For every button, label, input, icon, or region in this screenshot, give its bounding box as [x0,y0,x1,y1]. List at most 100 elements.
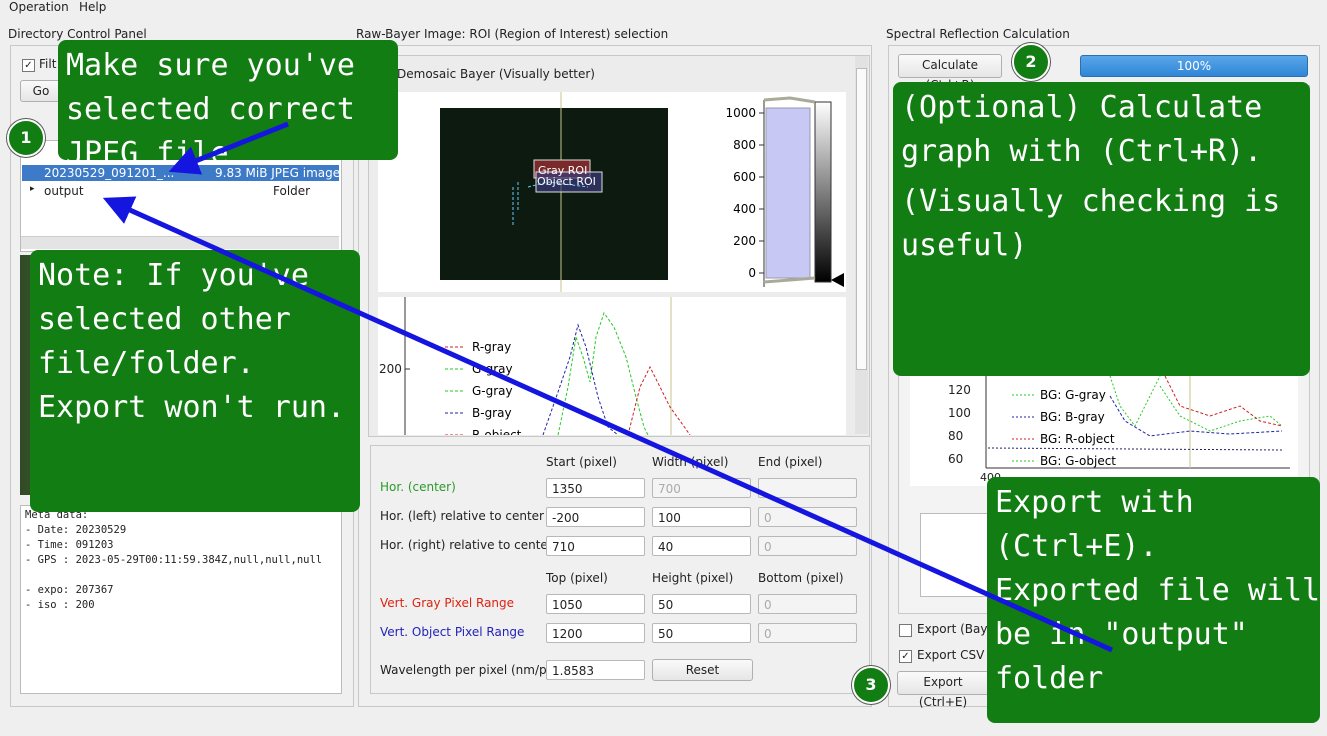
metadata-line: - expo: 207367 [25,584,114,596]
metadata-box [20,505,342,694]
step-badge: 2 [1012,43,1050,81]
spin-box[interactable]: 50 [652,623,751,643]
spin-box[interactable]: 1.8583 [546,660,645,680]
hist-bracket [763,96,816,284]
metadata: Meta data: - Date: 20230529 - Time: 091203… [25,508,322,613]
callout-line: Make sure you've [66,48,355,83]
metadata-line: - GPS : 2023-05-29T00:11:59.384Z,null,nu… [25,554,323,566]
roi-label: Object ROI [537,175,596,188]
row-label: Vert. Object Pixel Range [380,625,525,639]
checkbox-label: Export (Baye [917,622,995,636]
spin-box[interactable]: 1350 [546,478,645,498]
callout: (Optional) Calculate graph with (Ctrl+R).… [893,82,1310,376]
callout-line: selected correct [66,92,355,127]
tick-label: 80 [948,429,964,443]
tick-label: 200 [379,362,402,376]
scrollbar[interactable] [21,236,339,249]
roi-label: Gray ROI [538,164,588,177]
gradient-bar [814,101,832,283]
tick-label: 200 [733,234,756,248]
spin-box: 0 [758,623,857,643]
file-info: 9.83 MiB JPEG image [215,166,341,180]
callout-line: useful) [901,228,1028,263]
image-view: 1000 800 600 400 200 0 [378,92,846,292]
panel-title: Directory Control Panel [8,27,147,41]
spin-box[interactable]: 100 [652,507,751,527]
spin-box [758,478,857,498]
spin-box[interactable]: 1050 [546,594,645,614]
legend: BG: G-gray BG: B-gray BG: R-object BG: G-ob… [1012,388,1116,468]
tick-label: 800 [733,138,756,152]
row-label: Wavelength per pixel (nm/px) [380,663,559,677]
column-header: Start (pixel) [546,455,617,469]
metadata-line: - Date: 20230529 [25,524,127,536]
metadata-line: - iso : 200 [25,599,95,611]
tick-label: 60 [948,452,964,466]
callout-line: folder [995,661,1104,696]
panel-title: Raw-Bayer Image: ROI (Region of Interest… [356,27,669,41]
panel-title: Spectral Reflection Calculation [886,27,1070,41]
tick-label: 1000 [725,106,756,120]
column-header: Top (pixel) [546,571,608,585]
tick-label: 0 [748,266,756,280]
spin-box[interactable]: 710 [546,536,645,556]
checkbox-label: Filt [39,57,57,71]
checkbox-label: Demosaic Bayer (Visually better) [397,67,595,81]
menu-item[interactable]: Help [79,0,107,14]
row-label: Hor. (right) relative to center [380,538,553,552]
export-button[interactable]: Export (Ctrl+E) [897,671,989,709]
legend-label: G-gray [472,384,513,398]
callout-line: be in "output" [995,617,1248,652]
object-roi[interactable] [535,171,603,193]
menu-item[interactable]: Operation [9,0,69,14]
reset-button[interactable]: Reset [652,659,753,681]
expander[interactable]: ▸ [30,184,35,194]
checkbox[interactable] [899,624,912,637]
legend-label: R-gray [472,340,511,354]
curve [557,311,649,435]
legend-label: B-gray [472,406,512,420]
spin-box[interactable]: -200 [546,507,645,527]
legend-label: BG: R-object [1040,432,1115,446]
callout-line: Note: If you've [38,258,309,293]
legend-label: BG: B-gray [1040,410,1105,424]
spin-box: 0 [758,536,857,556]
tick-label: 120 [948,383,971,397]
scrollbar[interactable] [855,56,868,434]
column-header: Height (pixel) [652,571,734,585]
file-name[interactable]: 20230529_091201_... [44,166,175,180]
callout: Make sure you've selected correct JPEG fil… [58,40,398,171]
row-label: Hor. (left) relative to center [380,509,544,523]
metadata-line: - Time: 091203 [25,539,114,551]
step-badge: 1 [7,119,45,157]
curve [987,447,1283,451]
callout-line: Export with [995,485,1194,520]
level-handle[interactable] [831,273,844,287]
checkbox[interactable]: ✓ [22,59,35,72]
reflect-plot: BG: G-gray BG: B-gray BG: R-object BG: G-ob… [910,376,1298,486]
legend-label: R-object [472,428,522,435]
tick-label: 100 [948,406,971,420]
callout-line: Export won't run. [38,390,346,425]
checkbox[interactable]: ✓ [899,650,912,663]
folder-name[interactable]: output [44,184,84,198]
callout-line: graph with (Ctrl+R). [901,134,1263,169]
callout-line: file/folder. [38,346,255,381]
roi-handles [512,181,589,227]
arrow [102,196,1114,653]
spin-box: 0 [758,594,857,614]
callout-line: (Ctrl+E). [995,529,1158,564]
curve [1164,376,1283,427]
plot-bg [378,297,846,435]
spin-box[interactable]: 1200 [546,623,645,643]
row-label: Vert. Gray Pixel Range [380,596,515,610]
spin-box[interactable]: 40 [652,536,751,556]
spin-box[interactable]: 50 [652,594,751,614]
curve [1109,395,1283,437]
curve [1109,376,1283,432]
step-badge: 3 [852,666,890,704]
